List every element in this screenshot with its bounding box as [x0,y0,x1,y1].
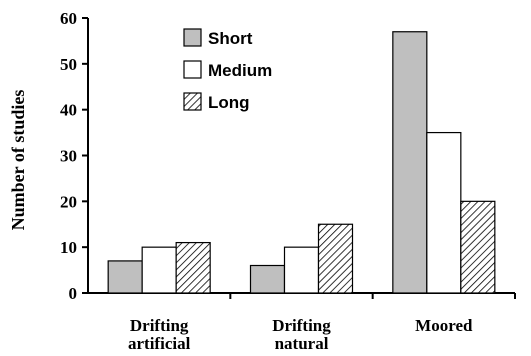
x-tick-label: Drifting artificial [128,316,191,353]
legend-swatch-long [183,92,202,111]
x-tick-label: Moored [415,316,473,335]
bar-short [107,260,143,294]
plot-area: 0 10 20 30 40 50 60 Drifting artificial Drifting n… [60,9,516,353]
bar-short [249,264,286,294]
legend-swatch-short [183,28,202,47]
y-tick-label: 20 [60,192,77,211]
bar-long [317,223,354,294]
legend-swatch-medium [183,60,202,79]
legend-label-medium: Medium [208,61,272,80]
bar-long [175,241,211,294]
y-tick-label: 30 [60,147,77,166]
y-axis-title: Number of studies [8,90,28,231]
y-tick-label: 60 [60,9,77,28]
bar-long [460,200,496,294]
bar-medium [283,246,320,294]
legend: Short Medium Long [183,28,272,112]
bar-medium [141,246,177,294]
bar-medium [426,131,462,294]
legend-label-short: Short [208,29,253,48]
y-tick-label: 50 [60,55,77,74]
legend-label-long: Long [208,93,250,112]
x-tick-label: Drifting natural [272,316,331,353]
y-tick-label: 10 [60,238,77,257]
bar-short [392,31,428,294]
y-tick-label: 40 [60,101,77,120]
y-tick-label: 0 [69,284,78,303]
